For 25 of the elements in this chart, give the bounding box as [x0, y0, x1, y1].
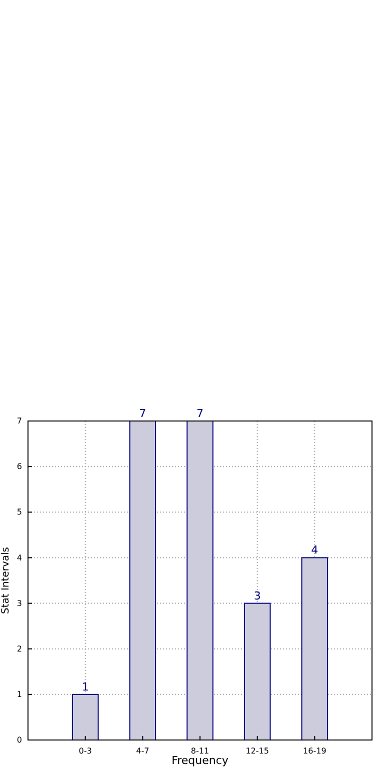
y-tick-label: 7 [16, 416, 22, 426]
y-tick-label: 6 [16, 462, 22, 472]
y-tick-label: 4 [16, 553, 22, 562]
bar [186, 420, 214, 740]
bar [244, 602, 271, 740]
bar [129, 420, 156, 740]
data-label: 7 [139, 407, 146, 420]
x-tick-label: 0-3 [78, 746, 92, 756]
x-tick-label: 12-15 [246, 746, 269, 756]
x-axis-title: Frequency [172, 754, 229, 767]
x-tick-label: 4-7 [136, 746, 150, 756]
x-tick-label: 16-19 [303, 746, 326, 756]
y-tick-label: 1 [16, 690, 22, 699]
y-tick-label: 5 [16, 508, 22, 517]
data-label: 7 [196, 407, 204, 420]
y-tick-label: 0 [16, 736, 22, 745]
y-axis-title: Stat Intervals [0, 546, 12, 614]
bar [301, 557, 328, 740]
bar [72, 694, 99, 740]
y-tick-label: 2 [16, 644, 22, 654]
y-tick-label: 3 [16, 598, 22, 608]
data-label: 1 [82, 680, 89, 694]
data-label: 3 [254, 589, 261, 602]
x-tick-label: 8-11 [190, 746, 210, 756]
data-label: 4 [311, 544, 318, 557]
